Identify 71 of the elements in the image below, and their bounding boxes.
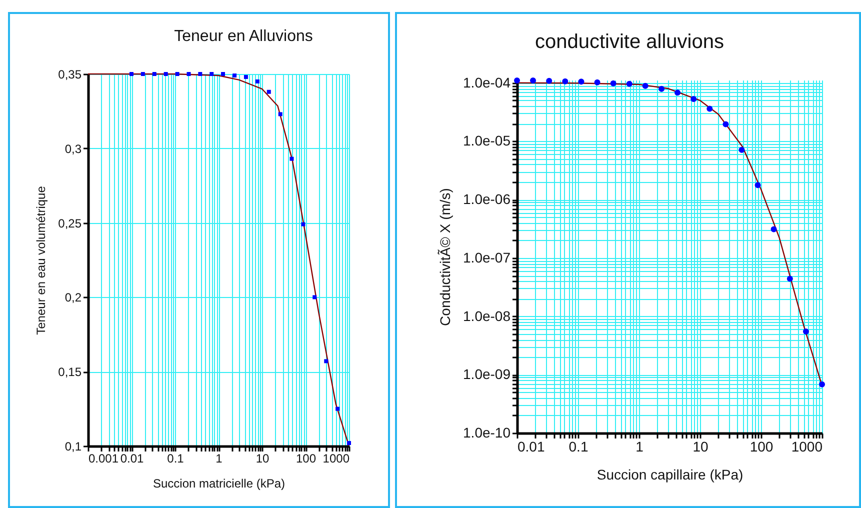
point bbox=[626, 80, 632, 87]
x-axis-title: Succion capillaire (kPa) bbox=[596, 466, 744, 482]
x-tick-label: 1 bbox=[636, 438, 644, 454]
y-tick-label: 1.0e-08 bbox=[463, 308, 511, 324]
point bbox=[658, 86, 665, 92]
point bbox=[706, 106, 713, 112]
point bbox=[232, 73, 237, 78]
point bbox=[754, 182, 761, 188]
point bbox=[722, 121, 729, 128]
y-tick-label: 0,25 bbox=[58, 216, 82, 230]
x-tick-label: 10 bbox=[256, 452, 270, 466]
point bbox=[786, 276, 793, 282]
chart-title: Teneur en Alluvions bbox=[174, 28, 313, 45]
y-axis-title: ConductivitÃ© X (m/s) bbox=[437, 188, 454, 326]
y-tick-label: 1.0e-10 bbox=[463, 424, 511, 440]
point bbox=[186, 72, 191, 76]
point bbox=[594, 79, 600, 86]
point bbox=[278, 112, 282, 116]
point bbox=[152, 72, 156, 76]
x-tick-label: 10 bbox=[692, 438, 708, 454]
x-tick-label: 0.01 bbox=[518, 438, 545, 454]
y-tick-label: 1.0e-09 bbox=[463, 366, 511, 382]
point bbox=[674, 90, 681, 96]
point bbox=[164, 72, 168, 76]
y-tick-label: 0,3 bbox=[64, 142, 82, 156]
y-tick-label: 1.0e-06 bbox=[463, 191, 511, 208]
point bbox=[802, 328, 809, 334]
x-tick-label: 100 bbox=[750, 438, 774, 454]
point bbox=[690, 96, 697, 102]
x-tick-label: 1000 bbox=[322, 452, 350, 466]
y-tick-label: 0,2 bbox=[64, 290, 82, 305]
x-tick-label: 1000 bbox=[791, 438, 823, 454]
point bbox=[578, 78, 584, 85]
point bbox=[140, 72, 145, 76]
point bbox=[255, 79, 260, 84]
point bbox=[530, 77, 536, 84]
y-tick-label: 0,1 bbox=[64, 440, 82, 454]
x-tick-label: 0.1 bbox=[167, 452, 184, 466]
x-tick-label: 100 bbox=[296, 452, 316, 466]
point bbox=[610, 80, 616, 86]
point bbox=[642, 82, 648, 89]
y-tick-label: 1.0e-05 bbox=[463, 132, 511, 149]
x-tick-label: 0.01 bbox=[120, 452, 144, 466]
point bbox=[546, 78, 552, 84]
point bbox=[130, 72, 134, 76]
y-tick-label: 1.0e-04 bbox=[463, 74, 511, 90]
point bbox=[175, 72, 180, 76]
point bbox=[324, 359, 328, 364]
point bbox=[336, 406, 340, 411]
x-tick-label: 0.1 bbox=[568, 438, 588, 454]
y-tick-label: 0,35 bbox=[58, 68, 82, 82]
point bbox=[198, 72, 202, 76]
x-tick-label: 1 bbox=[216, 452, 223, 466]
point bbox=[290, 156, 294, 161]
point bbox=[562, 78, 568, 84]
point bbox=[221, 72, 226, 76]
y-axis-title: Teneur en eau volumétrique bbox=[34, 186, 48, 335]
point bbox=[770, 226, 777, 232]
chart-title: conductivite alluvions bbox=[535, 30, 724, 53]
x-axis-title: Succion matricielle (kPa) bbox=[152, 476, 286, 490]
point bbox=[244, 74, 248, 79]
point bbox=[210, 72, 214, 76]
point bbox=[312, 295, 317, 300]
x-tick-label: 0.001 bbox=[88, 452, 119, 466]
y-tick-label: 0,15 bbox=[58, 365, 82, 380]
point bbox=[347, 441, 351, 446]
y-tick-label: 1.0e-07 bbox=[463, 249, 511, 266]
point bbox=[738, 146, 745, 153]
point bbox=[301, 222, 306, 226]
point bbox=[266, 90, 271, 94]
point bbox=[819, 381, 825, 388]
